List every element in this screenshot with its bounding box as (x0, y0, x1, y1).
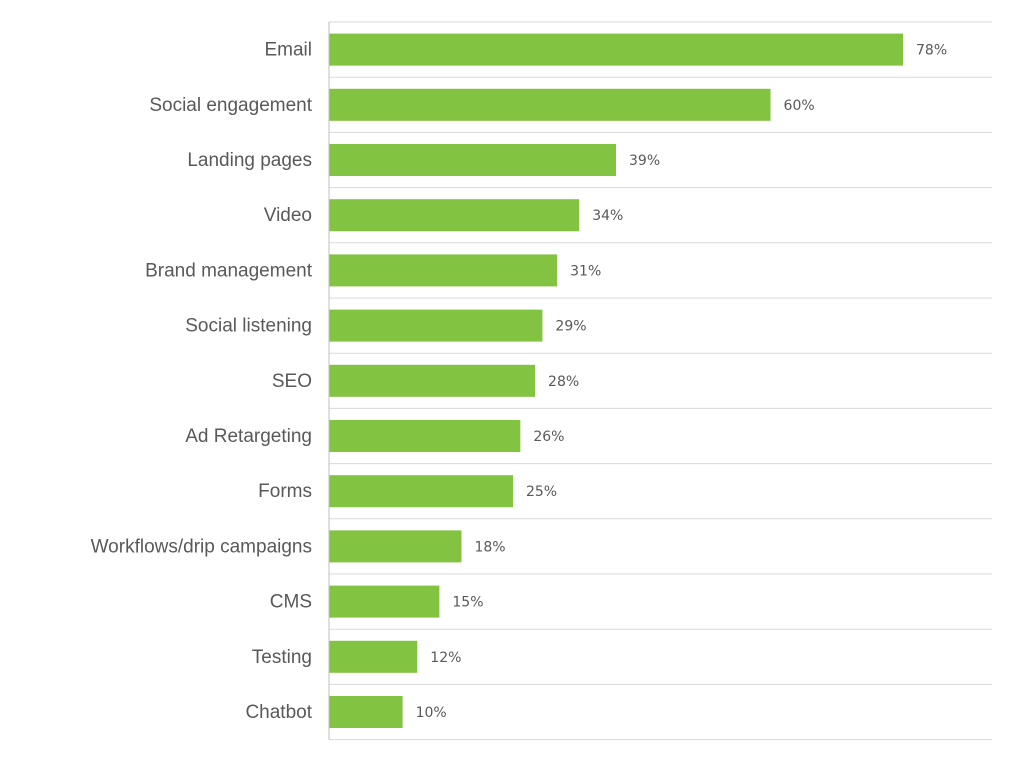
bar (329, 420, 521, 452)
bar (329, 33, 903, 66)
data-label: 29% (555, 319, 586, 335)
category-label: Email (264, 40, 312, 61)
bar (329, 640, 418, 673)
bar (329, 144, 616, 176)
bar (329, 309, 543, 342)
bar (329, 254, 558, 287)
bar (329, 530, 462, 563)
category-label: Workflows/drip campaigns (91, 536, 312, 557)
category-labels: Email Social engagement Landing pages Video… (91, 40, 313, 723)
category-label: Testing (252, 647, 312, 668)
data-label: 18% (474, 539, 505, 555)
bar (329, 475, 513, 508)
gridlines (329, 21, 992, 741)
data-label: 78% (916, 43, 947, 59)
data-label: 15% (452, 595, 483, 611)
category-label: Landing pages (187, 150, 312, 171)
data-label: 26% (533, 429, 564, 445)
data-label: 10% (416, 705, 447, 721)
data-label: 25% (526, 484, 557, 500)
category-label: Social engagement (149, 95, 312, 116)
bar (329, 364, 536, 397)
bars (329, 33, 903, 728)
data-label: 28% (548, 374, 579, 390)
category-label: Video (264, 205, 312, 226)
bar (329, 696, 403, 728)
data-label: 39% (629, 153, 660, 169)
category-label: Chatbot (245, 702, 312, 723)
data-label: 12% (430, 650, 461, 666)
bar (329, 199, 580, 232)
category-label: Social listening (185, 316, 312, 337)
category-label: CMS (270, 592, 312, 613)
value-labels: 78% 60% 39% 34% 31% 29% 28% 26% 25% 18% 15% 12% 10% (416, 43, 948, 721)
category-label: SEO (272, 371, 312, 392)
data-label: 31% (570, 263, 601, 279)
bar (329, 88, 771, 121)
data-label: 60% (784, 98, 815, 114)
category-label: Brand management (145, 260, 313, 281)
bar (329, 585, 440, 618)
data-label: 34% (592, 208, 623, 224)
category-label: Forms (258, 481, 312, 502)
category-label: Ad Retargeting (185, 426, 312, 447)
